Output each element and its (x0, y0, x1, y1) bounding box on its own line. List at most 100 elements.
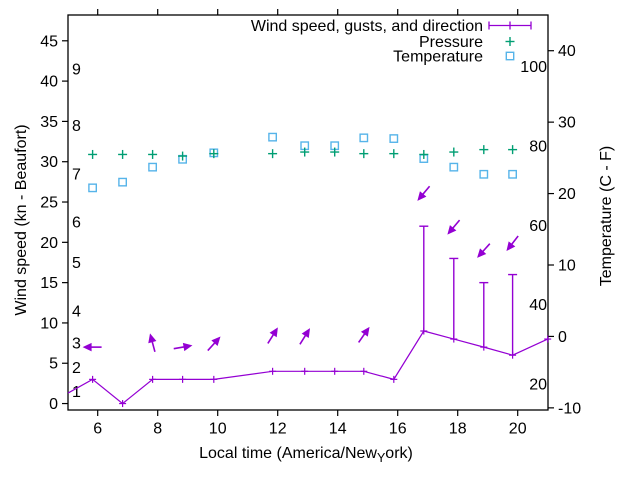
y2-tick-label: 30 (558, 115, 576, 132)
arrow-head (477, 248, 487, 258)
beaufort-scale-label: 3 (72, 336, 81, 353)
beaufort-scale-label: 2 (72, 360, 81, 377)
y2-tick-label: 0 (558, 329, 567, 346)
beaufort-scale-label: 9 (72, 62, 81, 79)
wind-direction-arrow (148, 333, 157, 352)
y1-tick-label: 35 (40, 114, 58, 131)
beaufort-scale-label: 1 (72, 384, 81, 401)
arrow-shaft (451, 219, 461, 230)
arrow-shaft (481, 243, 491, 253)
wind-direction-arrow (207, 336, 221, 352)
y1-tick-label: 40 (40, 74, 58, 91)
temperature-point (508, 169, 517, 179)
arrow-head (148, 333, 157, 344)
wind-direction-arrow (357, 326, 370, 343)
temperature-point (148, 162, 157, 172)
y1-axis-title: Wind speed (kn - Beaufort) (13, 124, 30, 315)
x-tick-label: 14 (329, 421, 347, 438)
y2-tick-label: -10 (558, 400, 581, 417)
temperature-point (88, 183, 98, 193)
y1-tick-label: 25 (40, 195, 58, 212)
arrow-head (417, 191, 427, 201)
y1-tick-label: 45 (40, 33, 58, 50)
fahrenheit-scale-label: 40 (529, 297, 547, 314)
temperature-point (268, 132, 277, 142)
arrow-head (301, 328, 310, 339)
arrow-shaft (510, 235, 519, 246)
arrow-shaft (357, 332, 366, 343)
y1-tick-label: 15 (40, 275, 58, 292)
x-tick-label: 12 (269, 421, 287, 438)
x-axis-title-subscript: Y (377, 451, 386, 465)
arrow-head (360, 326, 370, 337)
x-tick-label: 20 (509, 421, 527, 438)
fahrenheit-scale-label: 80 (529, 138, 547, 155)
temperature-point (359, 133, 369, 143)
legend-sample-pressure-plus-icon (505, 37, 515, 46)
arrow-shaft (151, 340, 156, 352)
wind-direction-arrows (82, 185, 519, 352)
legend-label-pressure: Pressure (419, 34, 483, 51)
x-tick-label: 6 (93, 421, 102, 438)
fahrenheit-scale-label: 60 (529, 218, 547, 235)
wind-speed-line (67, 330, 548, 405)
arrow-shaft (299, 334, 307, 345)
x-tick-label: 10 (209, 421, 227, 438)
x-tick-label: 8 (153, 421, 162, 438)
x-tick-label: 16 (389, 421, 407, 438)
legend-sample-wind-errorbar-icon (488, 21, 532, 30)
arrow-head (182, 342, 193, 352)
y1-tick-label: 10 (40, 315, 58, 332)
x-tick-label: 18 (449, 421, 467, 438)
temperature-point (479, 169, 489, 179)
arrow-shaft (267, 333, 275, 344)
arrow-head (447, 225, 457, 235)
y1-tick-label: 30 (40, 154, 58, 171)
beaufort-scale-label: 8 (72, 118, 81, 135)
arrow-head (506, 241, 516, 252)
y2-tick-label: 40 (558, 43, 576, 60)
beaufort-scale-label: 7 (72, 166, 81, 183)
wind-direction-arrow (477, 243, 491, 258)
beaufort-scale-label: 4 (72, 303, 81, 320)
arrow-head (82, 342, 92, 352)
legend-sample-temperature-square-icon (505, 51, 515, 61)
x-axis-title-suffix: ork) (385, 445, 413, 462)
arrow-shaft (207, 341, 216, 352)
plot-border (67, 14, 549, 411)
temperature-point (118, 177, 128, 187)
temperature-point (389, 134, 399, 143)
wind-direction-arrow (417, 185, 431, 201)
wind-direction-arrow (506, 235, 519, 252)
wind-direction-arrow (267, 327, 278, 344)
pressure-series (88, 145, 518, 161)
fahrenheit-scale-label: 20 (529, 377, 547, 394)
wind-series (67, 225, 552, 408)
arrow-head (269, 327, 278, 338)
y2-tick-label: 10 (558, 258, 576, 275)
wind-direction-arrow (299, 328, 310, 345)
wind-direction-arrow (447, 219, 461, 235)
temperature-series (88, 132, 517, 193)
beaufort-scale-label: 5 (72, 255, 81, 272)
x-axis-title: Local time (America/NewYork) (199, 445, 413, 465)
y2-axis-title: Temperature (C - F) (598, 146, 615, 286)
x-axis-title-prefix: Local time (America/New (199, 445, 377, 462)
legend-label-temperature: Temperature (393, 49, 483, 66)
y2-tick-label: 20 (558, 186, 576, 203)
arrow-head (211, 336, 221, 346)
wind-direction-arrow (82, 342, 102, 352)
beaufort-scale-label: 6 (72, 215, 81, 232)
y1-tick-label: 0 (49, 396, 58, 413)
y1-tick-label: 20 (40, 235, 58, 252)
plot-generated: 6 8 10 12 14 16 18 20051015202530354045-1001020… (40, 9, 581, 438)
temperature-point (449, 162, 459, 172)
fahrenheit-scale-label: 100 (520, 59, 547, 76)
legend-label-wind: Wind speed, gusts, and direction (251, 18, 483, 35)
wind-direction-arrow (173, 342, 193, 352)
arrow-shaft (421, 185, 431, 196)
arrow-shaft (173, 345, 185, 350)
y1-tick-label: 5 (49, 356, 58, 373)
